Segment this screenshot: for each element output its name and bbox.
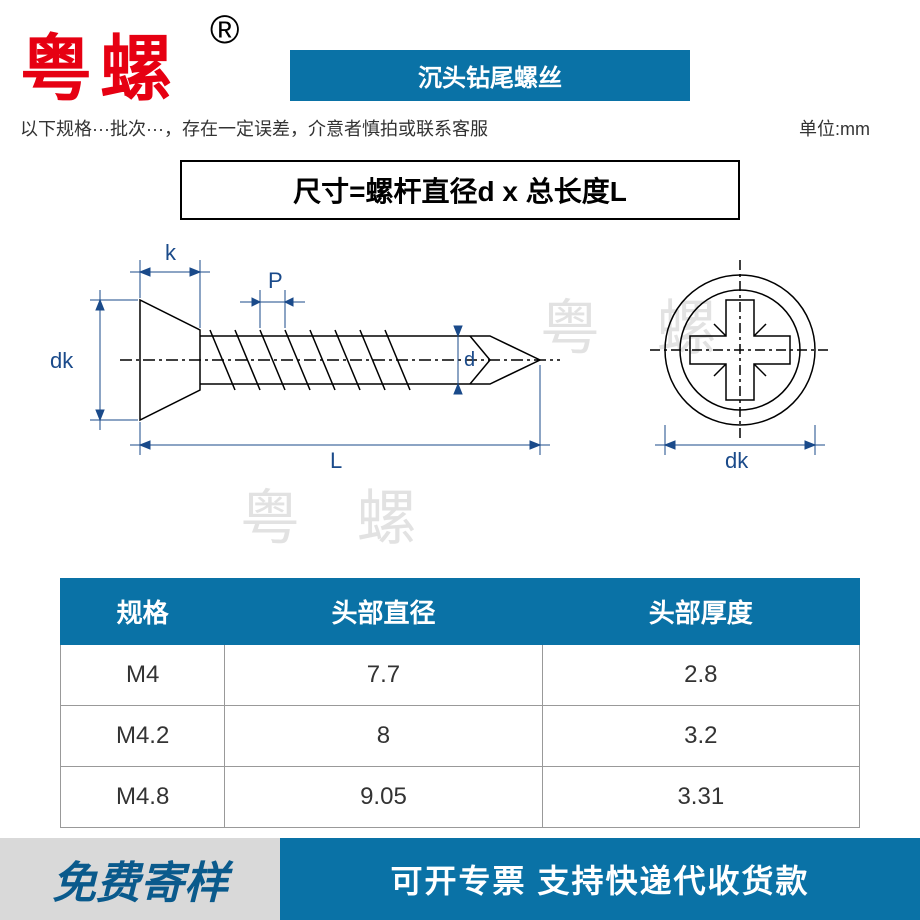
title-bar: 沉头钻尾螺丝 — [290, 50, 690, 101]
dim-dk-h: dk — [725, 448, 749, 473]
table-row: M4.8 9.05 3.31 — [61, 767, 860, 828]
dim-l: L — [330, 448, 342, 473]
th-head-thick: 头部厚度 — [542, 579, 859, 645]
footer-bar: 免费寄样 可开专票 支持快递代收货款 — [0, 838, 920, 920]
spec-table: 规格 头部直径 头部厚度 M4 7.7 2.8 M4.2 8 3.2 M4.8 … — [60, 578, 860, 828]
formula-box: 尺寸=螺杆直径d x 总长度L — [180, 160, 740, 220]
th-head-dia: 头部直径 — [225, 579, 542, 645]
footer-right: 可开专票 支持快递代收货款 — [280, 838, 920, 920]
dim-k: k — [165, 240, 177, 265]
unit-label: 单位:mm — [799, 115, 870, 141]
note-row: 以下规格···批次···，存在一定误差，介意者慎拍或联系客服 单位:mm — [20, 115, 900, 141]
dim-dk-v: dk — [50, 348, 74, 373]
screw-diagram: k P dk d L — [40, 230, 880, 490]
registered-mark: ® — [210, 8, 239, 53]
th-spec: 规格 — [61, 579, 225, 645]
dim-d: d — [464, 349, 475, 371]
dim-p: P — [268, 268, 283, 293]
table-row: M4.2 8 3.2 — [61, 706, 860, 767]
brand-logo: 粤螺 — [20, 10, 180, 115]
table-row: M4 7.7 2.8 — [61, 645, 860, 706]
footer-left: 免费寄样 — [0, 838, 280, 920]
note-text: 以下规格···批次···，存在一定误差，介意者慎拍或联系客服 — [20, 119, 488, 139]
